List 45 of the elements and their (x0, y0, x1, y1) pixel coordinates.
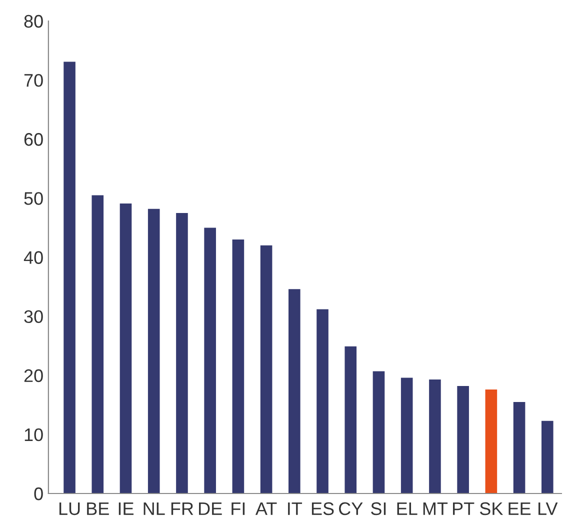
y-tick-label: 70 (24, 74, 43, 87)
bar (64, 62, 76, 494)
x-tick-label: FI (232, 502, 245, 515)
bar (457, 386, 469, 494)
x-tick-label: PT (453, 502, 474, 515)
x-tick-label: MT (423, 502, 448, 515)
bar (429, 380, 441, 494)
x-tick-label: NL (144, 502, 165, 515)
y-tick-label: 20 (24, 369, 43, 382)
bar (204, 228, 216, 494)
y-tick-label: 10 (24, 428, 43, 442)
x-tick-label: LU (59, 502, 80, 516)
bar (176, 212, 188, 494)
bar (120, 204, 132, 494)
x-tick-label: ES (312, 502, 334, 516)
bar (541, 420, 554, 494)
bar (232, 240, 244, 494)
x-tick-label: FR (171, 502, 194, 515)
bar (344, 346, 357, 494)
x-tick-label: SK (480, 502, 504, 516)
y-tick-label: 50 (24, 192, 43, 205)
bar (92, 195, 104, 494)
x-tick-label: SI (371, 502, 386, 516)
y-tick-label: 80 (24, 14, 43, 28)
bar (513, 402, 526, 494)
bar (485, 390, 498, 494)
bar (148, 208, 160, 494)
x-tick-label: EE (508, 502, 531, 515)
bar (316, 309, 328, 494)
bar (372, 371, 385, 494)
y-tick-label: 40 (24, 251, 43, 264)
x-tick-label: IT (288, 502, 302, 515)
bar (260, 245, 272, 494)
bar (400, 378, 413, 494)
x-tick-label: BE (87, 502, 109, 515)
x-tick-label: AT (255, 502, 277, 515)
x-tick-label: DE (199, 502, 222, 515)
x-tick-label: LV (538, 502, 558, 515)
y-tick-label: 0 (34, 487, 43, 500)
x-tick-label: CY (339, 502, 363, 516)
y-tick-label: 60 (24, 133, 43, 146)
bar (288, 289, 300, 494)
x-tick-label: EL (397, 502, 418, 515)
x-tick-label: IE (118, 502, 134, 515)
y-tick-label: 30 (24, 310, 43, 324)
